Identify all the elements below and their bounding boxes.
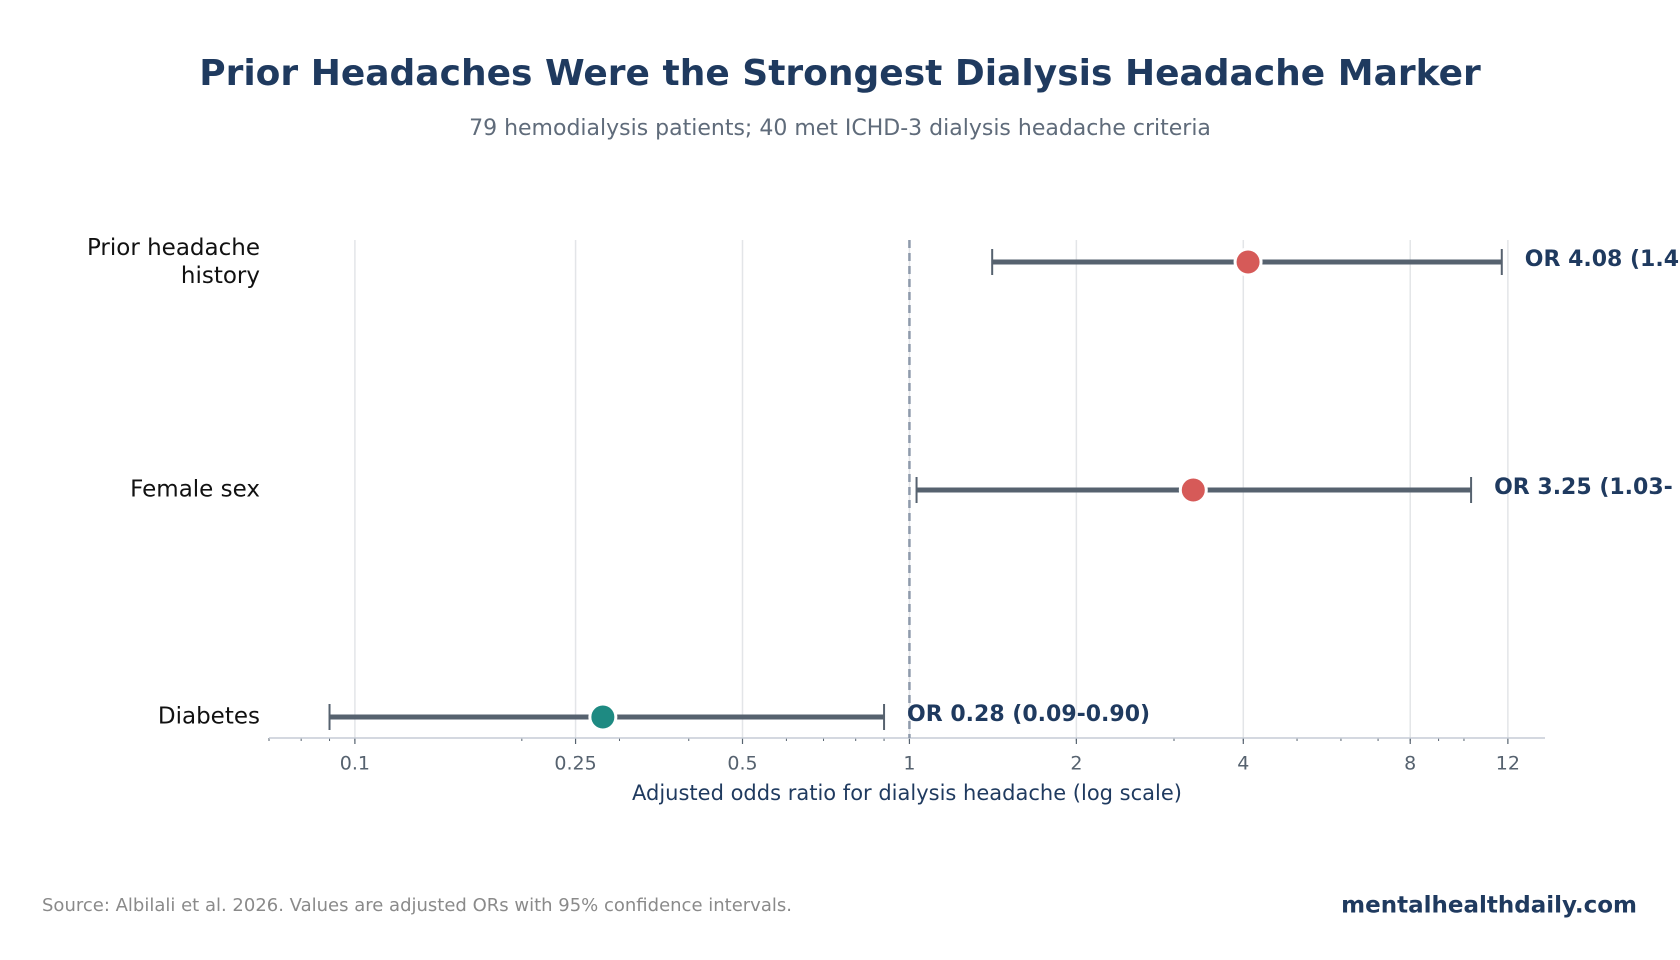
x-tick-label: 2: [1070, 753, 1082, 775]
y-tick-label: Prior headache history: [87, 235, 260, 289]
x-tick-label: 0.25: [554, 753, 596, 775]
chart-title: Prior Headaches Were the Strongest Dialy…: [199, 53, 1481, 94]
x-tick-label: 0.5: [727, 753, 757, 775]
point-estimate: [1233, 247, 1263, 277]
x-axis-label: Adjusted odds ratio for dialysis headach…: [632, 781, 1182, 805]
x-tick-label: 1: [903, 753, 915, 775]
x-tick-label: 12: [1496, 753, 1520, 775]
x-tick-label: 4: [1237, 753, 1249, 775]
value-label: OR 4.08 (1.4: [1525, 247, 1679, 272]
y-tick-label: Female sex: [130, 477, 260, 503]
chart-subtitle: 79 hemodialysis patients; 40 met ICHD-3 …: [469, 116, 1211, 141]
x-tick-label: 8: [1404, 753, 1416, 775]
value-label: OR 3.25 (1.03-: [1494, 475, 1673, 500]
brand: mentalhealthdaily.com: [1341, 893, 1637, 919]
point-estimate: [1178, 475, 1208, 505]
value-label: OR 0.28 (0.09-0.90): [907, 702, 1150, 727]
source-note: Source: Albilali et al. 2026. Values are…: [42, 895, 792, 916]
point-estimate: [588, 702, 618, 732]
x-tick-label: 0.1: [340, 753, 370, 775]
y-tick-label: Diabetes: [158, 704, 260, 730]
